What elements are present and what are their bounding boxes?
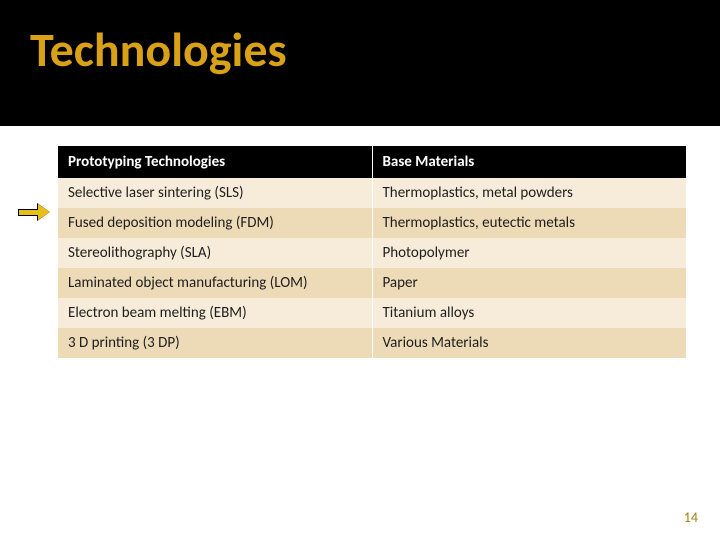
pointer-arrow-icon (18, 204, 52, 220)
technologies-table: Prototyping Technologies Base Materials … (58, 146, 686, 358)
cell-mat: Various Materials (372, 328, 686, 358)
cell-mat: Titanium alloys (372, 298, 686, 328)
page-title: Technologies (30, 20, 720, 79)
cell-mat: Thermoplastics, eutectic metals (372, 208, 686, 238)
table-row: Laminated object manufacturing (LOM) Pap… (58, 268, 686, 298)
cell-tech: Fused deposition modeling (FDM) (58, 208, 372, 238)
col-header-mat: Base Materials (372, 146, 686, 178)
table-row: 3 D printing (3 DP) Various Materials (58, 328, 686, 358)
table-row: Selective laser sintering (SLS) Thermopl… (58, 178, 686, 208)
table-row: Stereolithography (SLA) Photopolymer (58, 238, 686, 268)
table-row: Fused deposition modeling (FDM) Thermopl… (58, 208, 686, 238)
cell-tech: 3 D printing (3 DP) (58, 328, 372, 358)
cell-mat: Paper (372, 268, 686, 298)
table-row: Electron beam melting (EBM) Titanium all… (58, 298, 686, 328)
cell-mat: Photopolymer (372, 238, 686, 268)
page-number: 14 (684, 509, 698, 526)
content-area: Prototyping Technologies Base Materials … (0, 126, 720, 358)
cell-mat: Thermoplastics, metal powders (372, 178, 686, 208)
table-header-row: Prototyping Technologies Base Materials (58, 146, 686, 178)
cell-tech: Selective laser sintering (SLS) (58, 178, 372, 208)
cell-tech: Electron beam melting (EBM) (58, 298, 372, 328)
cell-tech: Stereolithography (SLA) (58, 238, 372, 268)
col-header-tech: Prototyping Technologies (58, 146, 372, 178)
cell-tech: Laminated object manufacturing (LOM) (58, 268, 372, 298)
title-bar: Technologies (0, 0, 720, 126)
arrow-shaft (18, 209, 38, 216)
arrow-head (38, 204, 50, 220)
